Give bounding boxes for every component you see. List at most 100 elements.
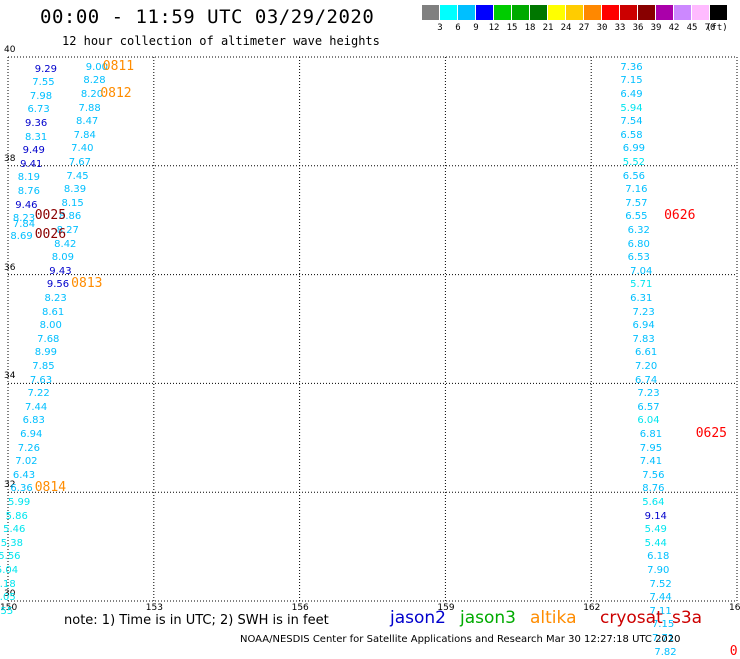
time-label: 0814: [34, 480, 67, 496]
wave-height-value: 7.55: [32, 77, 55, 89]
wave-height-value: 6.31: [630, 293, 653, 305]
wave-height-value: 8.27: [56, 225, 79, 237]
wave-height-value: 8.39: [63, 184, 87, 196]
wave-height-value: 8.99: [34, 347, 57, 359]
legend-label: 70: [704, 23, 716, 33]
time-label: 0812: [100, 85, 132, 101]
wave-height-value: 7.20: [634, 361, 658, 373]
wave-height-value: 6.99: [622, 143, 646, 155]
wave-height-value: 7.54: [620, 116, 643, 128]
legend-swatch: [638, 5, 655, 20]
wave-height-value: 7.67: [68, 157, 92, 169]
time-label: 0025: [34, 208, 67, 224]
wave-height-value: 8.47: [76, 116, 99, 128]
wave-height-value: 6.73: [27, 104, 50, 116]
wave-height-value: 7.40: [71, 143, 94, 155]
x-tick-label: 153: [145, 603, 163, 613]
legend-swatch: [458, 5, 475, 20]
y-tick-label: 38: [4, 153, 16, 164]
legend-label: 6: [455, 23, 461, 33]
wave-height-value: 8.86: [59, 211, 82, 223]
wave-height-value: 5.46: [3, 524, 26, 536]
wave-height-value: 9.29: [34, 63, 57, 75]
legend-label: 18: [524, 23, 536, 33]
y-tick-label: 40: [4, 45, 16, 55]
wave-height-value: 7.68: [37, 333, 60, 345]
wave-height-value: 6.58: [620, 129, 643, 141]
wave-height-value: 6.04: [637, 415, 660, 427]
wave-height-value: 6.80: [627, 238, 650, 250]
wave-height-value: 9.43: [49, 265, 72, 277]
wave-height-value: 6.43: [12, 469, 36, 481]
wave-height-value: 8.19: [17, 172, 40, 184]
wave-height-value: 9.36: [25, 117, 48, 129]
wave-height-value: 7.84: [73, 129, 96, 141]
time-label: 0026: [34, 227, 67, 243]
wave-height-value: 7.57: [625, 197, 648, 209]
legend-label: (ft): [706, 23, 728, 33]
wave-height-value: 7.22: [27, 388, 50, 400]
legend-swatch: [476, 5, 493, 20]
legend-swatch: [530, 5, 547, 20]
wave-height-value: 5.94: [620, 102, 643, 114]
wave-height-value: 6.36: [10, 483, 33, 495]
wave-height-value: 5.05: [0, 592, 16, 604]
legend-swatch: [620, 5, 637, 20]
wave-height-value: 5.04: [0, 565, 19, 577]
wave-height-value: 7.11: [649, 605, 672, 617]
legend-swatch: [494, 5, 511, 20]
time-label: 0625: [695, 425, 727, 441]
legend-swatch: [674, 5, 691, 20]
legend-label: 39: [650, 23, 662, 33]
y-tick-label: 34: [4, 371, 16, 382]
wave-height-value: 7.85: [32, 361, 55, 373]
satellite-altika: altika: [530, 608, 577, 628]
legend-swatch: [512, 5, 529, 20]
wave-height-value: 5.86: [5, 510, 28, 522]
wave-height-value: 5.44: [644, 537, 667, 549]
credit-line: NOAA/NESDIS Center for Satellite Applica…: [240, 634, 681, 645]
y-tick-label: 36: [4, 262, 16, 273]
wave-height-value: 8.23: [12, 213, 36, 225]
wave-height-value: 6.32: [627, 225, 650, 237]
wave-height-value: 6.18: [647, 551, 670, 563]
wave-height-value: 8.23: [44, 293, 67, 305]
wave-height-value: 9.00: [85, 61, 109, 73]
wave-height-value: 7.56: [642, 469, 665, 481]
satellite-s3a: s3a: [672, 608, 703, 628]
legend-label: 9: [473, 23, 479, 33]
wave-height-value: 7.15: [620, 75, 643, 87]
legend-label: 12: [488, 23, 500, 33]
wave-height-value: 6.56: [622, 170, 646, 182]
legend-label: 30: [596, 23, 608, 33]
wave-height-value: 6.81: [639, 429, 663, 441]
legend-swatch: [710, 5, 727, 20]
wave-height-value: 5.99: [8, 497, 31, 509]
legend-label: 42: [668, 23, 680, 33]
legend-label: 3: [437, 23, 443, 33]
wave-height-value: 6.61: [634, 347, 658, 359]
wave-height-value: 5.52: [622, 157, 646, 169]
wave-height-value: 9.14: [644, 510, 667, 522]
legend-swatch: [584, 5, 601, 20]
wave-height-value: 7.44: [25, 401, 48, 413]
legend-label: 24: [560, 23, 572, 33]
wave-height-value: 7.63: [29, 374, 53, 386]
wave-height-value: 6.49: [620, 89, 643, 101]
time-label: 0626: [664, 208, 696, 224]
wave-height-value: 7.45: [66, 170, 89, 182]
wave-height-value: 7.84: [12, 218, 36, 230]
wave-height-value: 6.83: [22, 415, 45, 427]
legend-swatch: [440, 5, 457, 20]
wave-height-value: 9.46: [15, 199, 38, 211]
wave-height-value: 7.41: [639, 456, 663, 468]
wave-height-value: 6.53: [627, 252, 650, 264]
wave-height-value: 5.71: [630, 279, 653, 291]
wave-height-value: 5.64: [642, 497, 665, 509]
legend-swatch: [548, 5, 565, 20]
wave-height-value: 7.36: [620, 61, 643, 73]
legend-swatch: [566, 5, 583, 20]
wave-height-value: 6.94: [632, 320, 655, 332]
x-tick-label: 162: [583, 603, 601, 613]
